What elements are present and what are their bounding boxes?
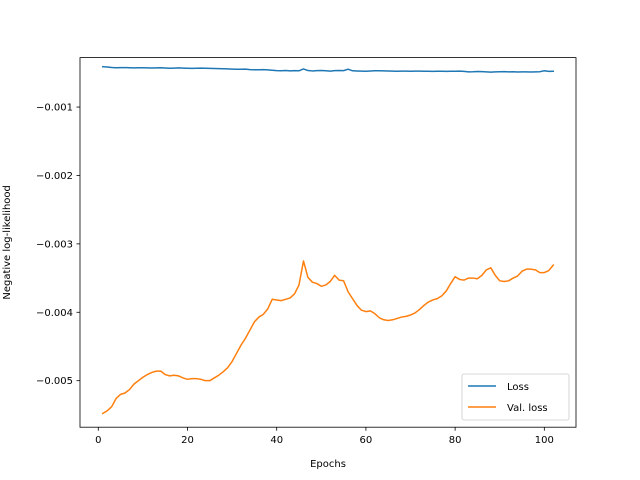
x-tick-label: 100 — [535, 435, 554, 446]
x-tick-label: 80 — [449, 435, 462, 446]
y-axis-ticks: −0.005 −0.004 −0.003 −0.002 −0.001 — [36, 103, 80, 387]
x-axis-title: Epochs — [310, 459, 346, 470]
x-tick-label: 60 — [360, 435, 373, 446]
series-line-val-loss — [101, 260, 555, 415]
series-line-loss — [101, 65, 555, 73]
x-tick-label: 40 — [270, 435, 283, 446]
axes-frame — [79, 57, 577, 428]
x-tick-label: 0 — [95, 435, 101, 446]
y-axis-title: Negative log-likelihood — [2, 185, 13, 300]
y-tick-label: −0.004 — [36, 308, 73, 319]
legend-label-val-loss: Val. loss — [507, 403, 548, 414]
legend-label-loss: Loss — [507, 382, 529, 393]
y-tick-label: −0.002 — [36, 171, 73, 182]
y-tick-label: −0.001 — [36, 103, 73, 114]
x-axis-ticks: 0 20 40 60 80 100 — [95, 427, 554, 446]
y-tick-label: −0.005 — [36, 376, 73, 387]
x-tick-label: 20 — [181, 435, 194, 446]
legend: Loss Val. loss — [461, 373, 570, 421]
y-tick-label: −0.003 — [36, 239, 73, 250]
plot-area — [101, 65, 555, 415]
